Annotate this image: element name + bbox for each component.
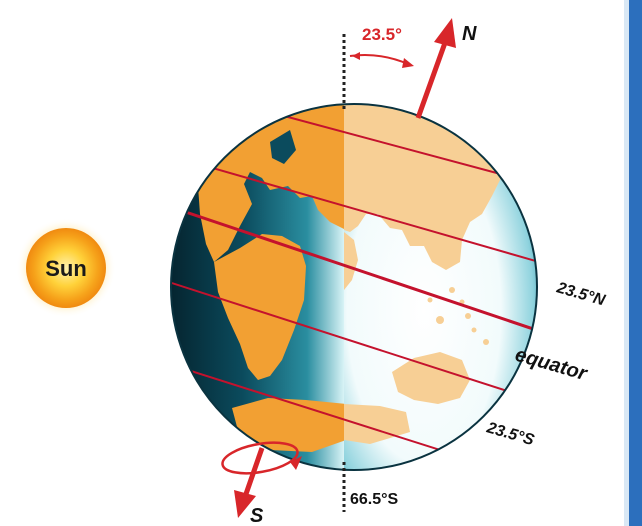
rotation-arrow-head xyxy=(290,456,302,470)
island-7 xyxy=(427,297,433,303)
equator-label: equator xyxy=(513,344,591,386)
globe-rim xyxy=(170,103,538,471)
australia-day xyxy=(392,352,470,404)
tilt-angle-label: 23.5° xyxy=(362,25,402,44)
island-4 xyxy=(471,327,477,333)
south-label: S xyxy=(250,505,264,526)
sun: Sun xyxy=(16,218,116,318)
equator-line xyxy=(171,198,537,340)
sun-disk xyxy=(26,228,106,308)
background-strip xyxy=(628,0,642,526)
island-5 xyxy=(483,339,489,345)
tropic-cancer-label: 23.5°N xyxy=(554,279,607,309)
tilt-arc-arrow-left xyxy=(352,52,360,60)
north-arrow-head xyxy=(434,18,456,48)
island-3 xyxy=(465,313,471,319)
south-axis xyxy=(243,447,265,495)
tropic-cancer-line xyxy=(171,149,537,269)
antarctic-circle-label: 66.5°S xyxy=(350,491,399,508)
north-axis xyxy=(415,39,449,119)
rotation-indicator xyxy=(221,441,299,475)
arctic-circle-line xyxy=(171,104,537,191)
background-strip-edge xyxy=(624,0,629,526)
sun-label: Sun xyxy=(45,256,87,281)
antarctica-day xyxy=(344,404,410,444)
arabia-day xyxy=(344,232,358,290)
tilt-arc-arrow-right xyxy=(402,58,414,68)
tropic-capricorn-label: 23.5°S xyxy=(484,419,536,449)
island-1 xyxy=(449,287,455,293)
south-arrow-head xyxy=(234,490,256,518)
tropic-capricorn-line xyxy=(171,275,537,409)
north-label: N xyxy=(462,23,477,45)
south-africa-night xyxy=(214,234,306,380)
mediterranean xyxy=(270,130,296,164)
island-6 xyxy=(436,316,444,324)
